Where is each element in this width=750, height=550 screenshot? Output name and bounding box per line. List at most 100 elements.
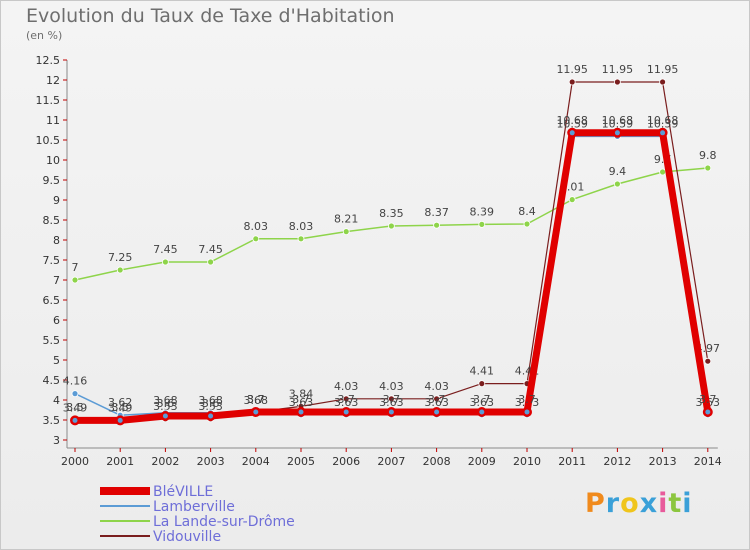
data-point xyxy=(207,258,215,266)
data-label: 3.63 xyxy=(334,396,359,409)
x-tick-label: 2007 xyxy=(377,455,405,468)
data-point-center xyxy=(660,130,666,136)
y-tick-label: 3 xyxy=(53,434,60,447)
data-point xyxy=(568,196,576,204)
data-point xyxy=(387,395,395,403)
data-label: 3.63 xyxy=(424,396,449,409)
data-point xyxy=(614,180,621,188)
data-point-center xyxy=(208,413,214,419)
data-label: 10.59 xyxy=(556,117,588,130)
x-tick-label: 2013 xyxy=(649,455,677,468)
data-point xyxy=(342,228,350,236)
data-point-center xyxy=(298,409,304,415)
y-tick-label: 11.5 xyxy=(36,94,61,107)
data-point xyxy=(433,395,441,403)
data-label: 3.49 xyxy=(108,401,133,414)
data-point xyxy=(71,390,79,398)
x-tick-label: 2001 xyxy=(106,455,134,468)
x-tick-label: 2010 xyxy=(513,455,541,468)
axes: 3 3.5 4 4.5 5 5.5 6 6.5 7 7.5 8 8.5 9 9.5 10 10.5 11 11.5… xyxy=(36,54,722,468)
data-point-center xyxy=(705,409,711,415)
data-point xyxy=(252,235,260,243)
data-point xyxy=(478,380,486,388)
data-label: 4.41 xyxy=(470,365,495,378)
x-tick-label: 2012 xyxy=(603,455,631,468)
legend-label: La Lande-sur-Drôme xyxy=(153,514,295,530)
data-label: 3.53 xyxy=(153,400,178,413)
x-tick-label: 2000 xyxy=(61,455,89,468)
data-label: 3.62 xyxy=(108,396,133,409)
data-point-center xyxy=(434,409,440,415)
data-point xyxy=(297,235,305,243)
data-point-center xyxy=(569,130,575,136)
data-label: 3.53 xyxy=(198,400,223,413)
series-2: 7 7.25 7.45 7.45 8.03 8.03 8.21 8.35 8.37 8.39 8.4… xyxy=(72,149,717,284)
series-0: 3.49 3.49 3.6 3.6 3.7 3.7 3.7 3.7 3.7 3.7 3.7 10.68… xyxy=(63,114,717,426)
data-point-center xyxy=(614,130,620,136)
data-label: 3.7 xyxy=(428,393,446,406)
data-label: 3.7 xyxy=(699,393,717,406)
data-label: 3.7 xyxy=(473,393,491,406)
data-point-center xyxy=(479,409,485,415)
data-point xyxy=(478,220,486,228)
series-layer: 7 7.25 7.45 7.45 8.03 8.03 8.21 8.35 8.37 8.39 8.4… xyxy=(63,63,720,426)
data-point-center xyxy=(524,409,530,415)
data-label: 10.68 xyxy=(602,114,634,127)
y-tick-label: 6.5 xyxy=(43,294,61,307)
data-label: 4.16 xyxy=(63,375,88,388)
data-label: 10.59 xyxy=(602,117,634,130)
y-tick-label: 11 xyxy=(46,114,60,127)
data-label: 4.03 xyxy=(424,380,449,393)
data-point xyxy=(433,221,441,229)
data-label: 11.95 xyxy=(556,63,588,76)
data-label: 8.37 xyxy=(424,206,449,219)
data-label: 3.84 xyxy=(289,387,314,400)
data-point-center xyxy=(343,409,349,415)
data-label: 3.7 xyxy=(247,393,265,406)
data-point xyxy=(523,220,531,228)
x-tick-label: 2006 xyxy=(332,455,360,468)
data-label: 3.49 xyxy=(63,401,88,414)
legend-label: BléVILLE xyxy=(153,484,213,500)
data-label: 8.35 xyxy=(379,207,404,220)
data-label: 3.7 xyxy=(247,393,265,406)
data-label: 10.68 xyxy=(647,114,679,127)
data-label: 4.03 xyxy=(334,380,359,393)
x-tick-label: 2004 xyxy=(242,455,270,468)
data-point xyxy=(568,78,576,86)
data-point xyxy=(342,395,350,403)
series-line xyxy=(74,135,709,416)
legend-label: Vidouville xyxy=(153,529,221,545)
y-tick-label: 8 xyxy=(53,234,60,247)
series-1: 4.163.62 3.68 3.68 3.68 3.63 3.63 3.63 3.63 3.63… xyxy=(63,117,720,419)
data-label: 11.95 xyxy=(647,63,679,76)
data-label: 3.7 xyxy=(383,393,401,406)
x-tick-label: 2002 xyxy=(151,455,179,468)
logo-letter: x xyxy=(639,488,659,519)
legend-label: Lamberville xyxy=(153,499,235,515)
logo-letter: r xyxy=(605,488,621,519)
data-label: 3.5 xyxy=(111,401,129,414)
data-label: 3.68 xyxy=(244,394,269,407)
data-point xyxy=(387,222,395,230)
data-point-center xyxy=(72,417,78,423)
data-point xyxy=(659,168,666,176)
x-tick-label: 2011 xyxy=(558,455,586,468)
x-tick-label: 2009 xyxy=(468,455,496,468)
data-label: 3.68 xyxy=(153,394,178,407)
data-label: 9.4 xyxy=(609,165,627,178)
data-point-center xyxy=(162,413,168,419)
x-tick-label: 2003 xyxy=(197,455,225,468)
data-label: 3.5 xyxy=(66,401,84,414)
data-label: 7.45 xyxy=(153,243,178,256)
logo-letter: P xyxy=(585,488,606,519)
logo-letter: i xyxy=(682,488,693,519)
data-point-center xyxy=(388,409,394,415)
y-tick-label: 4 xyxy=(53,394,60,407)
data-label: 7.25 xyxy=(108,251,133,264)
y-tick-label: 6 xyxy=(53,314,60,327)
data-point xyxy=(659,78,666,86)
data-label: 3.7 xyxy=(518,393,536,406)
